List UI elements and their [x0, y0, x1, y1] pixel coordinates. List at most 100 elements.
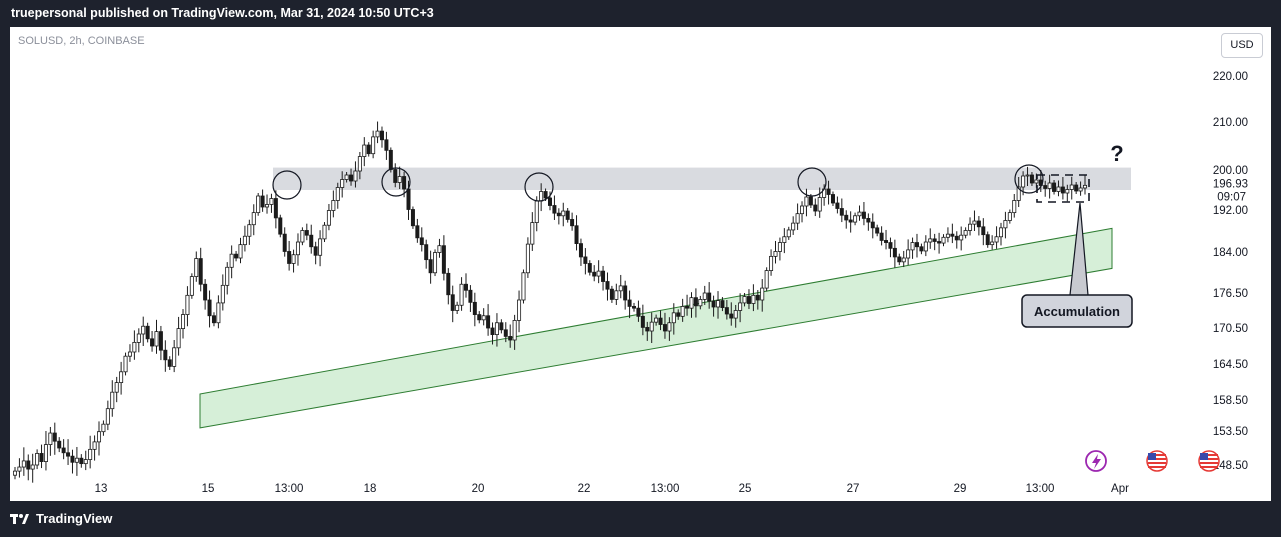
lightning-icon[interactable] [1085, 450, 1107, 472]
candle-body [844, 214, 849, 221]
candle-body [711, 300, 716, 308]
candle-body [132, 341, 137, 353]
candle-body [618, 285, 623, 292]
candle-body [835, 202, 840, 209]
candle-body [273, 198, 278, 219]
candle-body [291, 254, 296, 264]
candle-body [216, 302, 221, 324]
tradingview-footer: TradingView [10, 511, 112, 526]
candle-body [198, 258, 203, 285]
candle-body [189, 276, 194, 296]
candle-body [556, 212, 561, 217]
candle-body [278, 217, 283, 235]
chart-area[interactable]: Accumulation? 220.00 210.00 200.00 192.00 18… [10, 27, 1271, 501]
candle-body [234, 253, 239, 259]
candle-body [724, 307, 729, 315]
candle-body [733, 310, 738, 319]
candle-body [52, 432, 57, 442]
candle-body [530, 222, 535, 245]
candle-body [357, 156, 362, 172]
candle-body [39, 453, 44, 463]
us-flag-icon[interactable] [1146, 450, 1168, 472]
candle-body [751, 294, 756, 304]
candle-body [1060, 186, 1065, 194]
candle-body [21, 460, 26, 468]
accumulation-pointer [1069, 202, 1089, 296]
candle-body [698, 299, 703, 307]
candle-body [211, 315, 216, 324]
candle-body [499, 322, 504, 331]
candle-body [43, 444, 48, 463]
candle-body [366, 144, 371, 155]
candle-body [839, 208, 844, 216]
price-chart[interactable]: Accumulation? 220.00 210.00 200.00 192.00 18… [10, 27, 1271, 501]
y-tick-label: 210.00 [1213, 117, 1248, 129]
y-tick-label: 170.50 [1213, 323, 1248, 335]
candle-body [1043, 185, 1048, 189]
us-flag-icon[interactable] [1198, 450, 1220, 472]
candle-body [552, 205, 557, 214]
candle-body [455, 304, 460, 311]
candle-body [353, 170, 358, 182]
candle-body [738, 302, 743, 311]
candle-body [203, 283, 208, 301]
candle-body [910, 242, 915, 251]
candle-body [791, 222, 796, 231]
candle-body [693, 297, 698, 307]
candle-body [30, 464, 35, 470]
candle-body [494, 322, 499, 336]
candle-body [335, 187, 340, 201]
candle-body [959, 234, 964, 241]
candle-body [141, 325, 146, 335]
candle-body [110, 391, 115, 410]
accumulation-label: Accumulation [1034, 304, 1120, 319]
candle-body [875, 227, 880, 234]
y-tick-label: 200.00 [1213, 165, 1248, 177]
x-tick-label: 29 [954, 483, 967, 495]
x-tick-label: 13:00 [651, 483, 680, 495]
candle-body [897, 256, 902, 263]
countdown-label: 09:07 [1217, 191, 1246, 203]
candle-body [194, 258, 199, 277]
candle-body [66, 452, 71, 457]
candle-body [583, 256, 588, 264]
candle-body [1056, 186, 1061, 192]
candle-body [105, 408, 110, 425]
candle-body [667, 322, 672, 332]
touch-circle [381, 167, 411, 197]
accumulation-box [1036, 174, 1090, 203]
candle-body [1074, 184, 1079, 192]
candle-body [1016, 186, 1021, 201]
candle-body [74, 457, 79, 463]
candle-body [870, 221, 875, 229]
candle-body [92, 441, 97, 450]
candle-body [282, 233, 287, 252]
candle-body [123, 355, 128, 373]
x-tick-label: Apr [1111, 483, 1129, 495]
candle-body [760, 287, 765, 301]
candle-body [1034, 179, 1039, 184]
candle-body [1021, 175, 1026, 188]
support-channel [199, 227, 1113, 429]
currency-button[interactable]: USD [1221, 33, 1263, 58]
candle-body [300, 230, 305, 243]
candle-body [88, 448, 93, 460]
candle-body [26, 460, 31, 470]
candle-body [596, 270, 601, 277]
x-tick-label: 13:00 [1026, 483, 1055, 495]
candle-body [388, 149, 393, 170]
touch-circle [1014, 164, 1044, 194]
candle-body [1029, 174, 1034, 184]
candle-body [428, 259, 433, 274]
candle-body [260, 195, 265, 208]
candle-body [379, 130, 384, 141]
candle-body [158, 331, 163, 351]
candle-body [981, 226, 986, 236]
candle-body [627, 299, 632, 307]
candle-body [287, 251, 292, 264]
candle-body [362, 144, 367, 157]
candle-body [906, 249, 911, 259]
candle-body [17, 466, 22, 472]
candle-body [83, 459, 88, 465]
candle-body [127, 351, 132, 357]
